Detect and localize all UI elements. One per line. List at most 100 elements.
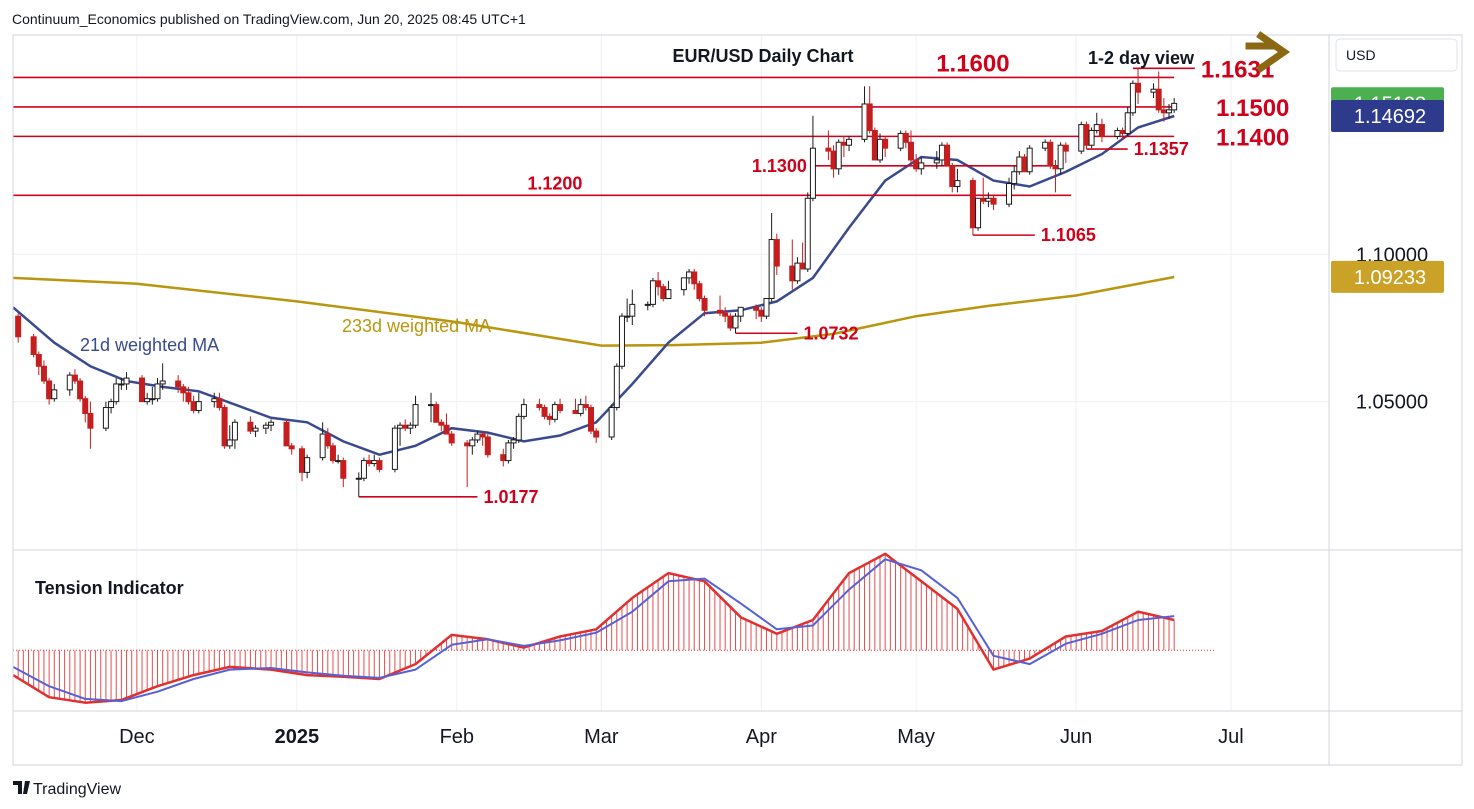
candle-down — [572, 398, 579, 414]
candle-down — [1155, 71, 1162, 113]
candle-body — [226, 439, 233, 447]
candle-down — [546, 413, 553, 426]
currency-button[interactable]: USD — [1335, 38, 1458, 72]
candle-body — [515, 415, 522, 441]
candle-body — [464, 442, 471, 447]
candle-body — [46, 380, 53, 400]
candle-up — [897, 130, 904, 152]
candle-body — [691, 271, 698, 285]
candle-down — [324, 428, 331, 449]
candle-body — [649, 280, 656, 305]
candle-body — [944, 144, 951, 167]
candle-body — [500, 454, 507, 462]
level-label: 1.1600 — [936, 50, 1009, 77]
time-tick-label: Feb — [440, 726, 474, 748]
candle-body — [371, 460, 378, 465]
candle-up — [1078, 121, 1085, 155]
ma21-line — [12, 114, 1175, 457]
candle-body — [329, 445, 336, 462]
candle-body — [582, 404, 589, 409]
candle-down — [216, 392, 223, 411]
price-tick-label: 1.05000 — [1356, 392, 1428, 414]
candle-down — [438, 419, 445, 432]
candle-body — [175, 380, 182, 388]
candle-up — [1011, 165, 1018, 190]
candle-body — [397, 424, 404, 429]
candles — [15, 68, 1178, 497]
candle-up — [732, 313, 739, 334]
candle-body — [732, 315, 739, 329]
candle-body — [412, 404, 419, 426]
candle-body — [613, 365, 620, 409]
candle-body — [871, 129, 878, 161]
candle-body — [835, 141, 842, 170]
candle-down — [1062, 142, 1069, 163]
candle-body — [913, 159, 920, 170]
candle-body — [484, 436, 491, 456]
price-badge-ma233: 1.09233 — [1331, 260, 1444, 293]
candle-body — [753, 306, 760, 311]
candle-body — [701, 297, 708, 311]
time-tick-label: Jun — [1060, 726, 1092, 748]
candle-up — [954, 168, 961, 193]
candle-body — [118, 383, 125, 386]
tension-line — [12, 552, 1175, 704]
candle-body — [479, 433, 486, 438]
chart-subtitle: 1-2 day view — [1088, 48, 1195, 68]
candle-up — [397, 422, 404, 446]
candle-up — [66, 372, 73, 396]
candle-down — [825, 130, 832, 160]
candle-down — [329, 442, 336, 464]
candle-body — [980, 197, 987, 202]
candle-up — [975, 197, 982, 231]
candle-down — [340, 457, 347, 488]
candle-body — [433, 404, 440, 423]
candle-up — [1042, 139, 1049, 152]
candle-up — [319, 422, 326, 461]
candle-down — [366, 454, 373, 467]
candle-body — [1093, 124, 1100, 131]
candle-body — [1016, 156, 1023, 173]
level-label: 1.1300 — [752, 156, 807, 176]
candle-body — [804, 197, 811, 270]
candle-body — [1135, 82, 1142, 93]
candle-body — [40, 365, 47, 382]
candle-up — [577, 398, 584, 417]
candle-body — [340, 460, 347, 479]
candle-down — [655, 271, 662, 296]
candle-up — [624, 298, 631, 323]
candle-body — [1042, 141, 1049, 149]
candle-body — [846, 138, 853, 146]
chart-title: EUR/USD Daily Chart — [672, 46, 853, 66]
candle-down — [82, 395, 89, 423]
candle-up — [211, 392, 218, 408]
candle-up — [618, 313, 625, 370]
candle-up — [412, 395, 419, 429]
candle-up — [268, 419, 275, 432]
candle-body — [82, 398, 89, 414]
candle-up — [469, 437, 476, 455]
candle-body — [262, 424, 269, 429]
candle-body — [1098, 124, 1105, 137]
candle-down — [830, 145, 837, 178]
candle-down — [660, 283, 667, 302]
candle-body — [768, 239, 775, 299]
currency-label: USD — [1346, 47, 1376, 63]
price-tick-label: 1.10000 — [1356, 244, 1428, 266]
candle-body — [391, 427, 398, 470]
candle-down — [247, 416, 254, 435]
candle-up — [613, 363, 620, 411]
level-label: 1.1500 — [1216, 95, 1289, 122]
candle-down — [722, 307, 729, 323]
candle-body — [1124, 112, 1131, 134]
candle-up — [391, 425, 398, 473]
candle-up — [1088, 127, 1095, 149]
candle-up — [510, 437, 517, 449]
candle-body — [809, 147, 816, 199]
candle-down — [882, 136, 889, 158]
price-badge-bg — [1331, 260, 1444, 293]
candle-body — [216, 398, 223, 409]
candle-body — [949, 165, 956, 187]
candle-body — [252, 427, 259, 432]
candle-body — [1047, 141, 1054, 167]
